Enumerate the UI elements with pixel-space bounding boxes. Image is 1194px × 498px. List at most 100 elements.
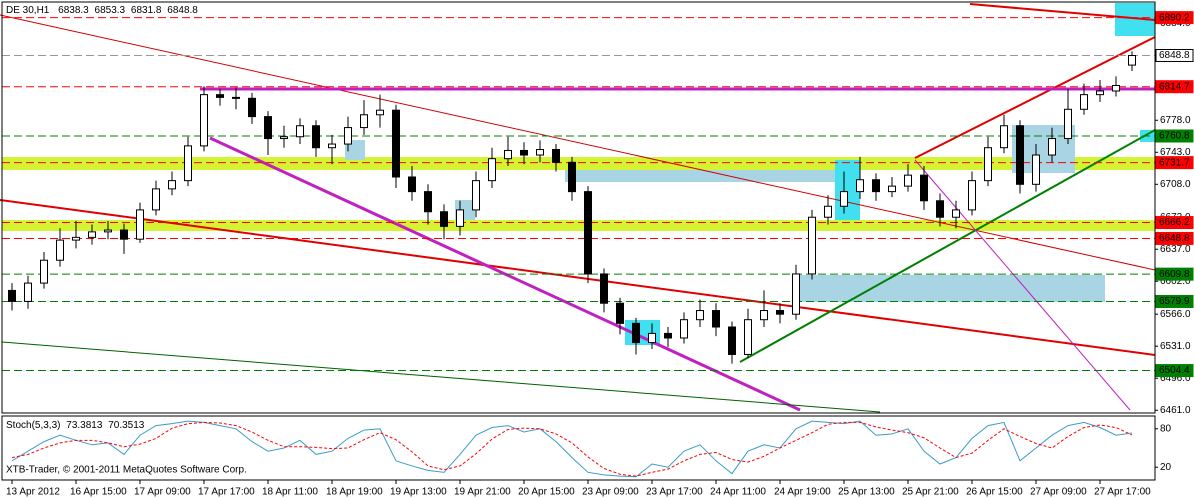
y-tick-label: 6743.0 (1160, 147, 1191, 158)
trendline (914, 159, 1131, 411)
candle-body (24, 282, 32, 302)
zones (2, 3, 1155, 345)
level-box (1155, 80, 1194, 94)
level-box (1155, 294, 1194, 308)
candle-body (1096, 90, 1104, 96)
level-box (1155, 216, 1194, 230)
candle-body (296, 125, 304, 138)
candle-body (680, 319, 688, 339)
y-tick-label: 6708.0 (1160, 179, 1191, 190)
x-tick-label: 13 Apr 2012 (6, 487, 60, 498)
level-box (1155, 156, 1194, 170)
header-high: 6853.3 (95, 5, 126, 16)
candle-body (72, 236, 80, 241)
symbol: DE 30,H1 (6, 5, 50, 16)
candle-body (1112, 85, 1120, 92)
header-open: 6838.3 (58, 5, 89, 16)
y-tick-label: 80 (1160, 423, 1172, 434)
candle-body (200, 94, 208, 147)
stoch-k-value: 73.3813 (66, 420, 103, 431)
candle-body (1128, 54, 1136, 66)
main-frame (1, 1, 1156, 414)
candle-body (552, 149, 560, 163)
y-tick-label: 20 (1160, 462, 1172, 473)
candle-body (40, 259, 48, 284)
level-box (1155, 11, 1194, 25)
candle-body (904, 174, 912, 187)
candle-body (408, 176, 416, 193)
level-label: 6579.9 (1159, 296, 1190, 307)
zone (565, 170, 835, 182)
candle-body (88, 231, 96, 238)
candle-body (1048, 138, 1056, 156)
level-box (1155, 48, 1194, 62)
zone (2, 220, 1155, 231)
level-label: 6760.8 (1159, 131, 1190, 142)
x-tick-label: 26 Apr 15:00 (966, 487, 1023, 498)
footer: XTB-Trader, © 2001-2011 MetaQuotes Softw… (6, 465, 247, 476)
y-tick-label: 6496.0 (1160, 373, 1191, 384)
candle-body (312, 125, 320, 149)
zone (800, 275, 1105, 302)
level-label: 6609.8 (1159, 269, 1190, 280)
candle-body (936, 200, 944, 218)
trendline (739, 129, 1156, 363)
x-tick-label: 18 Apr 19:00 (326, 487, 383, 498)
x-tick-label: 27 Apr 09:00 (1030, 487, 1087, 498)
candle-body (888, 185, 896, 193)
candle-body (456, 209, 464, 227)
candle-body (984, 147, 992, 182)
level-box (1155, 364, 1194, 378)
level-box (1155, 231, 1194, 245)
candle-body (152, 188, 160, 211)
x-tick-label: 23 Apr 17:00 (646, 487, 703, 498)
x-tick-label: 17 Apr 17:00 (198, 487, 255, 498)
candle-body (792, 273, 800, 315)
stoch-frame (1, 415, 1156, 481)
candle-body (568, 161, 576, 193)
candle-body (472, 180, 480, 211)
candle-body (488, 158, 496, 182)
stoch-line (11, 420, 1133, 478)
level-label: 6814.7 (1159, 81, 1190, 92)
candle-body (280, 136, 288, 140)
x-tick-label: 27 Apr 17:00 (1094, 487, 1151, 498)
candle-body (632, 322, 640, 344)
candle-body (392, 109, 400, 178)
x-tick-label: 18 Apr 11:00 (262, 487, 318, 498)
y-tick-label: 6566.0 (1160, 309, 1191, 320)
candle-body (264, 116, 272, 140)
zone (835, 160, 860, 220)
level-label: 6731.7 (1159, 157, 1190, 168)
candle-body (104, 229, 112, 233)
candle-body (728, 326, 736, 355)
level-label: 6504.4 (1159, 365, 1190, 376)
candle-body (136, 209, 144, 240)
zone (345, 140, 365, 160)
candle-body (504, 149, 512, 160)
candle-body (920, 174, 928, 202)
candle-body (536, 149, 544, 156)
level-label: 6890.2 (1159, 12, 1190, 23)
trendline (209, 136, 801, 412)
y-tick-label: 6461.0 (1160, 405, 1191, 416)
x-tick-label: 24 Apr 19:00 (774, 487, 831, 498)
candle-body (1080, 94, 1088, 110)
stoch-d-value: 70.3513 (108, 420, 145, 431)
candle-body (1000, 125, 1008, 149)
candle-body (424, 191, 432, 213)
candle-body (248, 97, 256, 118)
level-label: 6648.8 (1159, 233, 1190, 244)
candle-body (856, 179, 864, 193)
candle-body (808, 216, 816, 275)
trendline (914, 36, 1156, 159)
stoch-line (11, 421, 1133, 477)
header-close: 6848.8 (167, 5, 198, 16)
candle-body (1064, 108, 1072, 140)
candle-body (712, 310, 720, 328)
candle-body (616, 302, 624, 324)
x-tick-label: 25 Apr 13:00 (838, 487, 895, 498)
candle-body (648, 332, 656, 344)
candle-body (664, 332, 672, 339)
